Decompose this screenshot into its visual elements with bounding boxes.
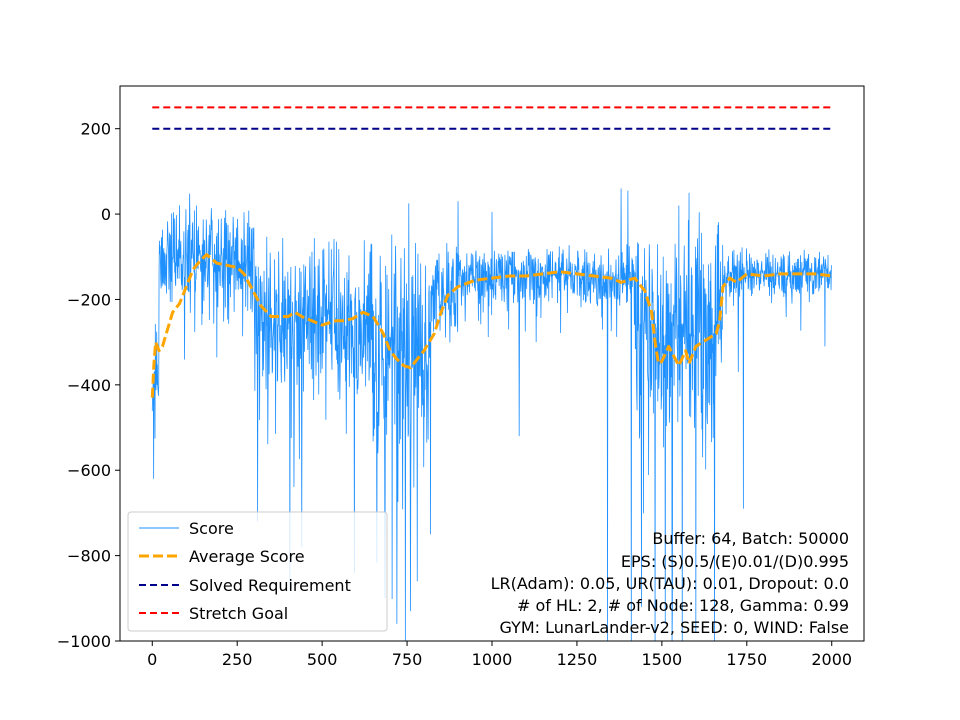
x-tick-label: 750 xyxy=(392,650,423,669)
legend-label-stretch-goal: Stretch Goal xyxy=(189,604,288,623)
y-tick-label: −200 xyxy=(67,290,111,309)
y-tick-label: −400 xyxy=(67,376,111,395)
y-axis: 200 0 −200 −400 −600 −800 −1000 xyxy=(57,120,120,651)
legend: Score Average Score Solved Requirement S… xyxy=(127,511,388,632)
annotation-eps: EPS: (S)0.5/(E)0.01/(D)0.995 xyxy=(621,552,849,571)
x-tick-label: 1750 xyxy=(726,650,767,669)
x-tick-label: 1500 xyxy=(642,650,683,669)
x-axis: 0 250 500 750 1000 1250 1500 1750 2000 xyxy=(147,641,852,669)
series-line-average-score xyxy=(150,253,832,398)
x-tick-label: 0 xyxy=(147,650,157,669)
x-tick-label: 500 xyxy=(307,650,338,669)
hyperparameter-annotations: Buffer: 64, Batch: 50000 EPS: (S)0.5/(E)… xyxy=(491,529,849,637)
y-tick-label: −1000 xyxy=(57,632,111,651)
y-tick-label: 0 xyxy=(101,205,111,224)
annotation-lr-ur-dropout: LR(Adam): 0.05, UR(TAU): 0.01, Dropout: … xyxy=(491,574,849,593)
series-layer xyxy=(150,106,832,641)
x-tick-label: 250 xyxy=(222,650,253,669)
legend-label-average-score: Average Score xyxy=(189,547,305,566)
annotation-gym-seed-wind: GYM: LunarLander-v2, SEED: 0, WIND: Fals… xyxy=(499,618,849,637)
x-tick-label: 2000 xyxy=(811,650,852,669)
x-tick-label: 1000 xyxy=(472,650,513,669)
annotation-buffer-batch: Buffer: 64, Batch: 50000 xyxy=(652,529,849,548)
y-tick-label: −600 xyxy=(67,461,111,480)
y-tick-label: 200 xyxy=(80,120,111,139)
annotation-hl-nodes-gamma: # of HL: 2, # of Node: 128, Gamma: 0.99 xyxy=(517,596,849,615)
legend-box xyxy=(127,511,388,632)
legend-label-score: Score xyxy=(189,519,234,538)
x-tick-label: 1250 xyxy=(557,650,598,669)
legend-label-solved-requirement: Solved Requirement xyxy=(189,576,351,595)
y-tick-label: −800 xyxy=(67,547,111,566)
